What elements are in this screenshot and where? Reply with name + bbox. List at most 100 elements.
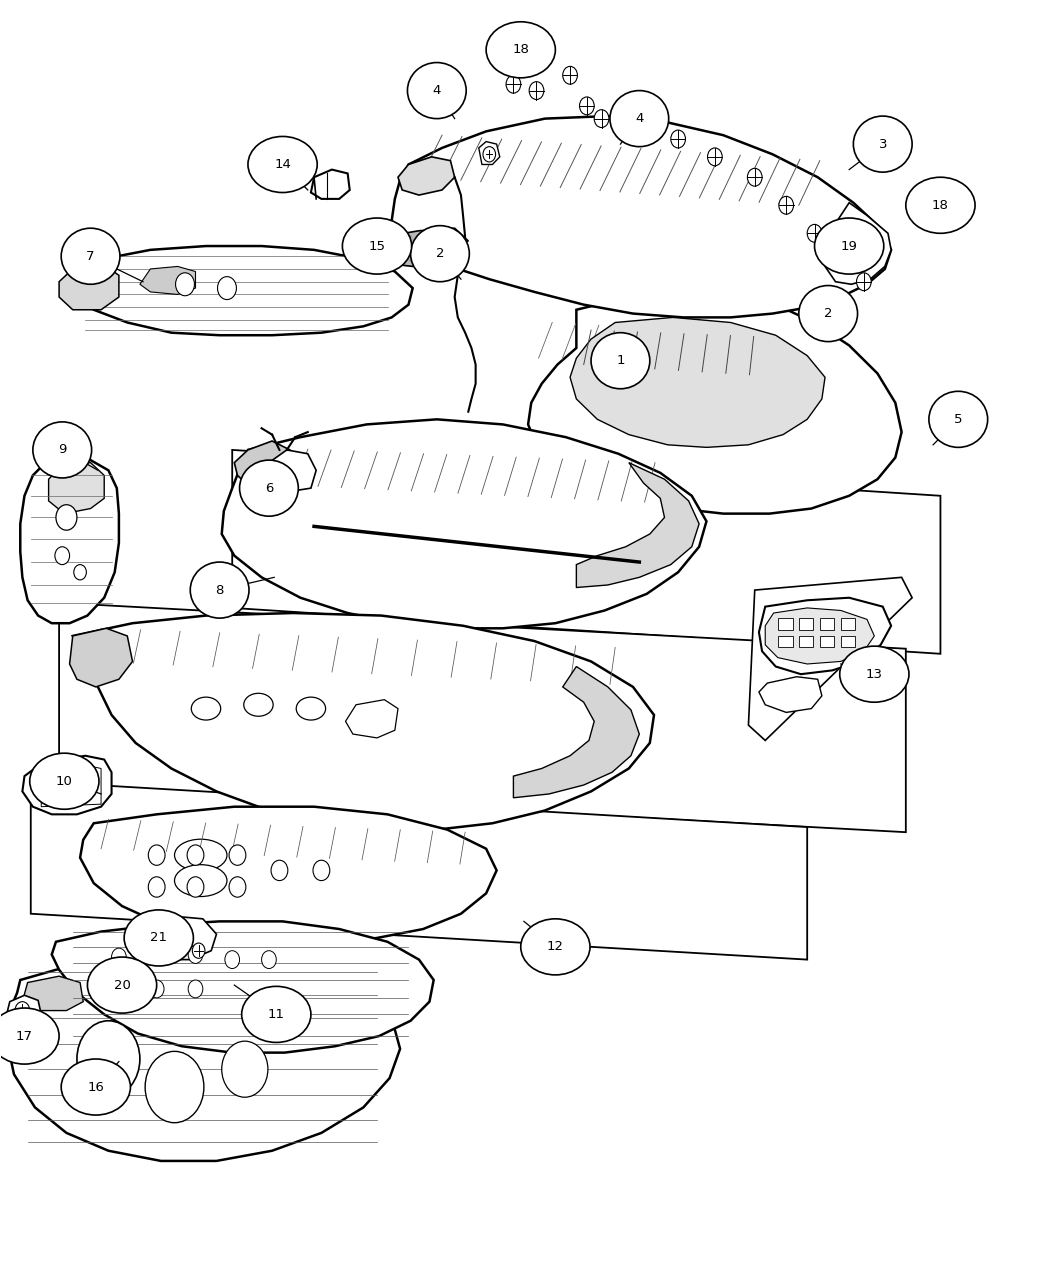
- Polygon shape: [232, 450, 940, 654]
- Text: 13: 13: [866, 668, 883, 681]
- Text: 2: 2: [436, 248, 444, 261]
- Circle shape: [847, 231, 872, 262]
- Text: 16: 16: [87, 1080, 104, 1093]
- Polygon shape: [368, 229, 468, 267]
- Circle shape: [187, 845, 204, 866]
- Text: 12: 12: [547, 940, 564, 954]
- Circle shape: [218, 277, 237, 300]
- Circle shape: [77, 1020, 140, 1097]
- Bar: [798, 636, 813, 647]
- Ellipse shape: [591, 333, 650, 388]
- Polygon shape: [235, 441, 290, 488]
- Polygon shape: [20, 457, 119, 623]
- Polygon shape: [528, 292, 902, 513]
- Circle shape: [529, 82, 544, 100]
- Ellipse shape: [814, 218, 884, 275]
- Text: 3: 3: [878, 138, 887, 151]
- Text: 8: 8: [216, 584, 224, 596]
- Circle shape: [856, 273, 871, 291]
- Polygon shape: [48, 462, 104, 513]
- Ellipse shape: [240, 460, 299, 516]
- Bar: [841, 618, 855, 630]
- Text: 5: 5: [954, 412, 963, 425]
- Polygon shape: [69, 628, 133, 687]
- Polygon shape: [311, 170, 349, 199]
- Ellipse shape: [175, 839, 227, 871]
- Polygon shape: [140, 267, 196, 295]
- Circle shape: [193, 942, 205, 958]
- Circle shape: [148, 877, 165, 898]
- Polygon shape: [765, 608, 874, 664]
- Ellipse shape: [853, 116, 912, 172]
- Circle shape: [149, 945, 164, 963]
- Circle shape: [580, 97, 594, 115]
- Ellipse shape: [839, 646, 909, 702]
- Ellipse shape: [407, 63, 466, 119]
- Ellipse shape: [87, 956, 157, 1013]
- Text: 18: 18: [512, 43, 529, 56]
- Ellipse shape: [191, 697, 221, 720]
- Circle shape: [173, 930, 187, 946]
- Polygon shape: [398, 157, 454, 195]
- Text: 18: 18: [932, 199, 949, 212]
- Circle shape: [55, 547, 69, 564]
- Ellipse shape: [798, 286, 857, 342]
- Circle shape: [15, 1001, 29, 1019]
- Circle shape: [222, 1041, 268, 1097]
- Circle shape: [747, 169, 762, 186]
- Circle shape: [176, 273, 195, 296]
- Bar: [777, 636, 792, 647]
- Polygon shape: [31, 782, 807, 959]
- Polygon shape: [6, 954, 400, 1161]
- Polygon shape: [264, 450, 317, 492]
- Bar: [777, 618, 792, 630]
- Text: 15: 15: [368, 240, 385, 253]
- Polygon shape: [150, 917, 217, 959]
- Ellipse shape: [61, 229, 120, 285]
- Circle shape: [187, 877, 204, 898]
- Bar: [820, 618, 834, 630]
- Circle shape: [148, 845, 165, 866]
- Ellipse shape: [61, 1059, 130, 1115]
- Ellipse shape: [342, 218, 411, 275]
- Text: 17: 17: [16, 1029, 33, 1042]
- Bar: [820, 636, 834, 647]
- Ellipse shape: [244, 693, 274, 716]
- Polygon shape: [748, 577, 912, 741]
- Bar: [841, 636, 855, 647]
- Text: 19: 19: [841, 240, 857, 253]
- Polygon shape: [222, 419, 707, 628]
- Ellipse shape: [610, 91, 669, 147]
- Ellipse shape: [410, 226, 469, 282]
- Polygon shape: [570, 318, 825, 447]
- Circle shape: [506, 75, 521, 93]
- Ellipse shape: [521, 919, 590, 974]
- Circle shape: [833, 248, 848, 266]
- Text: 20: 20: [114, 978, 130, 991]
- Ellipse shape: [33, 421, 92, 478]
- Circle shape: [188, 945, 203, 963]
- Circle shape: [229, 877, 246, 898]
- Polygon shape: [80, 807, 497, 944]
- Circle shape: [112, 979, 126, 997]
- Circle shape: [594, 110, 609, 128]
- Polygon shape: [758, 598, 891, 674]
- Circle shape: [262, 950, 277, 968]
- Circle shape: [229, 845, 246, 866]
- Circle shape: [778, 197, 793, 215]
- Ellipse shape: [29, 753, 99, 810]
- Ellipse shape: [248, 137, 318, 193]
- Polygon shape: [52, 922, 433, 1052]
- Text: 2: 2: [824, 306, 832, 321]
- Text: 4: 4: [432, 84, 441, 97]
- Polygon shape: [391, 116, 891, 318]
- Polygon shape: [576, 462, 700, 587]
- Ellipse shape: [297, 697, 326, 720]
- Polygon shape: [64, 246, 412, 336]
- Ellipse shape: [190, 562, 249, 618]
- Circle shape: [74, 564, 86, 580]
- Ellipse shape: [242, 986, 311, 1042]
- Polygon shape: [59, 263, 119, 310]
- Ellipse shape: [929, 391, 988, 447]
- Text: 9: 9: [58, 443, 66, 456]
